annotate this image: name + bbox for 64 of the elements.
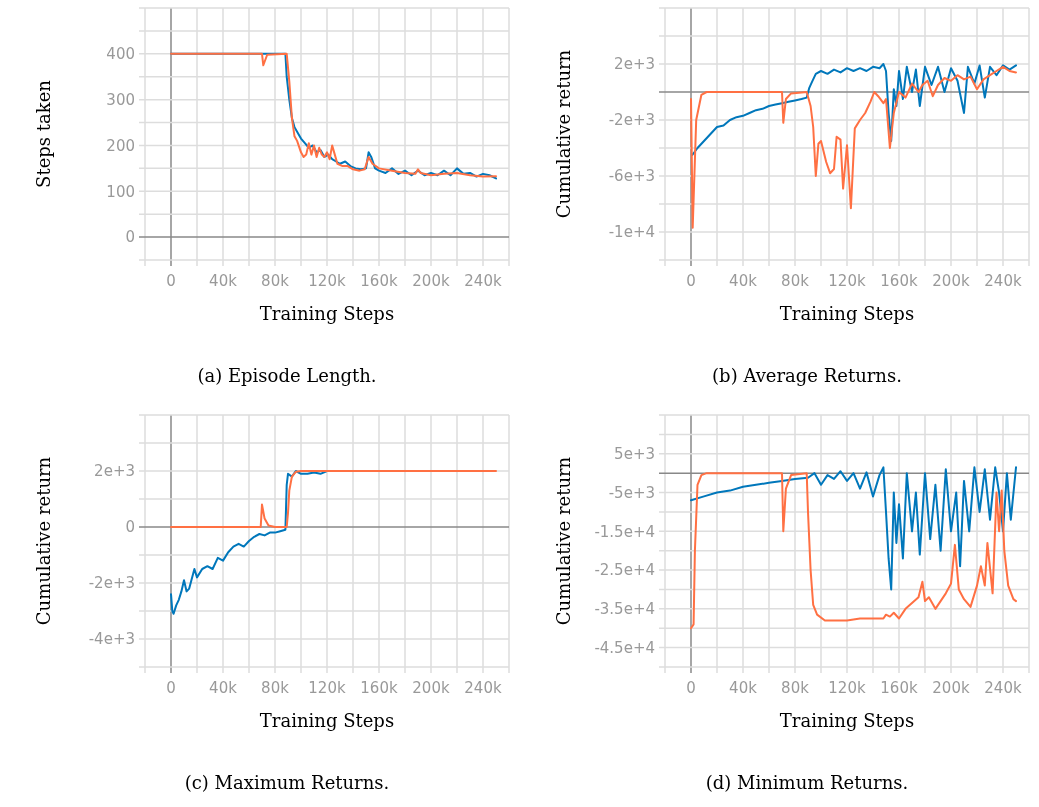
x-tick-label: 120k bbox=[828, 272, 866, 290]
line-series bbox=[690, 65, 1017, 229]
x-tick-label: 160k bbox=[880, 679, 918, 697]
y-tick-label: -6e+3 bbox=[608, 167, 655, 186]
y-tick-label: -5e+3 bbox=[608, 483, 655, 502]
y-axis-title: Cumulative return bbox=[33, 456, 54, 626]
x-tick-label: 80k bbox=[781, 679, 810, 697]
y-tick-label: -2e+3 bbox=[608, 111, 655, 130]
x-tick-label: 80k bbox=[781, 272, 810, 290]
text: (c) Maximum Returns. bbox=[184, 772, 390, 793]
x-tick-label: 200k bbox=[412, 679, 450, 697]
y-axis-title: Steps taken bbox=[33, 79, 54, 188]
y-tick-label: -1e+4 bbox=[608, 223, 655, 242]
x-tick-label: 40k bbox=[729, 272, 758, 290]
x-tick-label: 160k bbox=[360, 679, 398, 697]
y-tick-label: 300 bbox=[106, 90, 135, 109]
text: (a) Episode Length. bbox=[197, 365, 377, 386]
x-tick-label: 40k bbox=[729, 679, 758, 697]
y-tick-label: 5e+3 bbox=[614, 445, 655, 464]
y-tick-label: -3.5e+4 bbox=[594, 600, 655, 619]
line-series bbox=[691, 63, 1017, 156]
y-axis-title: Cumulative return bbox=[553, 49, 574, 219]
y-tick-label: 0 bbox=[125, 518, 135, 537]
x-tick-label: 0 bbox=[686, 272, 696, 290]
x-axis-title: Training Steps bbox=[259, 710, 395, 731]
x-tick-label: 240k bbox=[464, 679, 502, 697]
y-tick-label: -4.5e+4 bbox=[594, 638, 655, 657]
y-tick-label: 0 bbox=[125, 228, 135, 247]
y-tick-label: 2e+3 bbox=[94, 462, 135, 481]
x-axis-title: Training Steps bbox=[779, 303, 915, 324]
x-tick-label: 80k bbox=[261, 679, 290, 697]
line-series bbox=[690, 466, 1017, 591]
x-tick-label: 40k bbox=[209, 272, 238, 290]
x-tick-label: 160k bbox=[880, 272, 918, 290]
x-tick-label: 240k bbox=[984, 679, 1022, 697]
y-axis-title: Cumulative return bbox=[553, 456, 574, 626]
x-tick-label: 120k bbox=[828, 679, 866, 697]
x-tick-label: 0 bbox=[166, 272, 176, 290]
y-tick-label: 100 bbox=[106, 182, 135, 201]
x-tick-label: 120k bbox=[308, 272, 346, 290]
x-tick-label: 240k bbox=[464, 272, 502, 290]
line-series bbox=[170, 470, 497, 528]
x-axis-title: Training Steps bbox=[779, 710, 915, 731]
x-axis-title: Training Steps bbox=[259, 303, 395, 324]
y-tick-label: -4e+3 bbox=[88, 630, 135, 649]
text: (b) Average Returns. bbox=[712, 365, 902, 386]
y-tick-label: -1.5e+4 bbox=[594, 522, 655, 541]
x-tick-label: 160k bbox=[360, 272, 398, 290]
y-tick-label: -2e+3 bbox=[88, 574, 135, 593]
x-tick-label: 40k bbox=[209, 679, 238, 697]
x-tick-label: 120k bbox=[308, 679, 346, 697]
x-tick-label: 200k bbox=[932, 272, 970, 290]
x-tick-label: 240k bbox=[984, 272, 1022, 290]
y-tick-label: -2.5e+4 bbox=[594, 561, 655, 580]
x-tick-label: 0 bbox=[686, 679, 696, 697]
y-tick-label: 400 bbox=[106, 45, 135, 64]
line-series bbox=[690, 472, 1017, 630]
y-tick-label: 2e+3 bbox=[614, 55, 655, 74]
x-tick-label: 80k bbox=[261, 272, 290, 290]
x-tick-label: 0 bbox=[166, 679, 176, 697]
x-tick-label: 200k bbox=[932, 679, 970, 697]
y-tick-label: 200 bbox=[106, 136, 135, 155]
x-tick-label: 200k bbox=[412, 272, 450, 290]
text: (d) Minimum Returns. bbox=[705, 772, 909, 793]
